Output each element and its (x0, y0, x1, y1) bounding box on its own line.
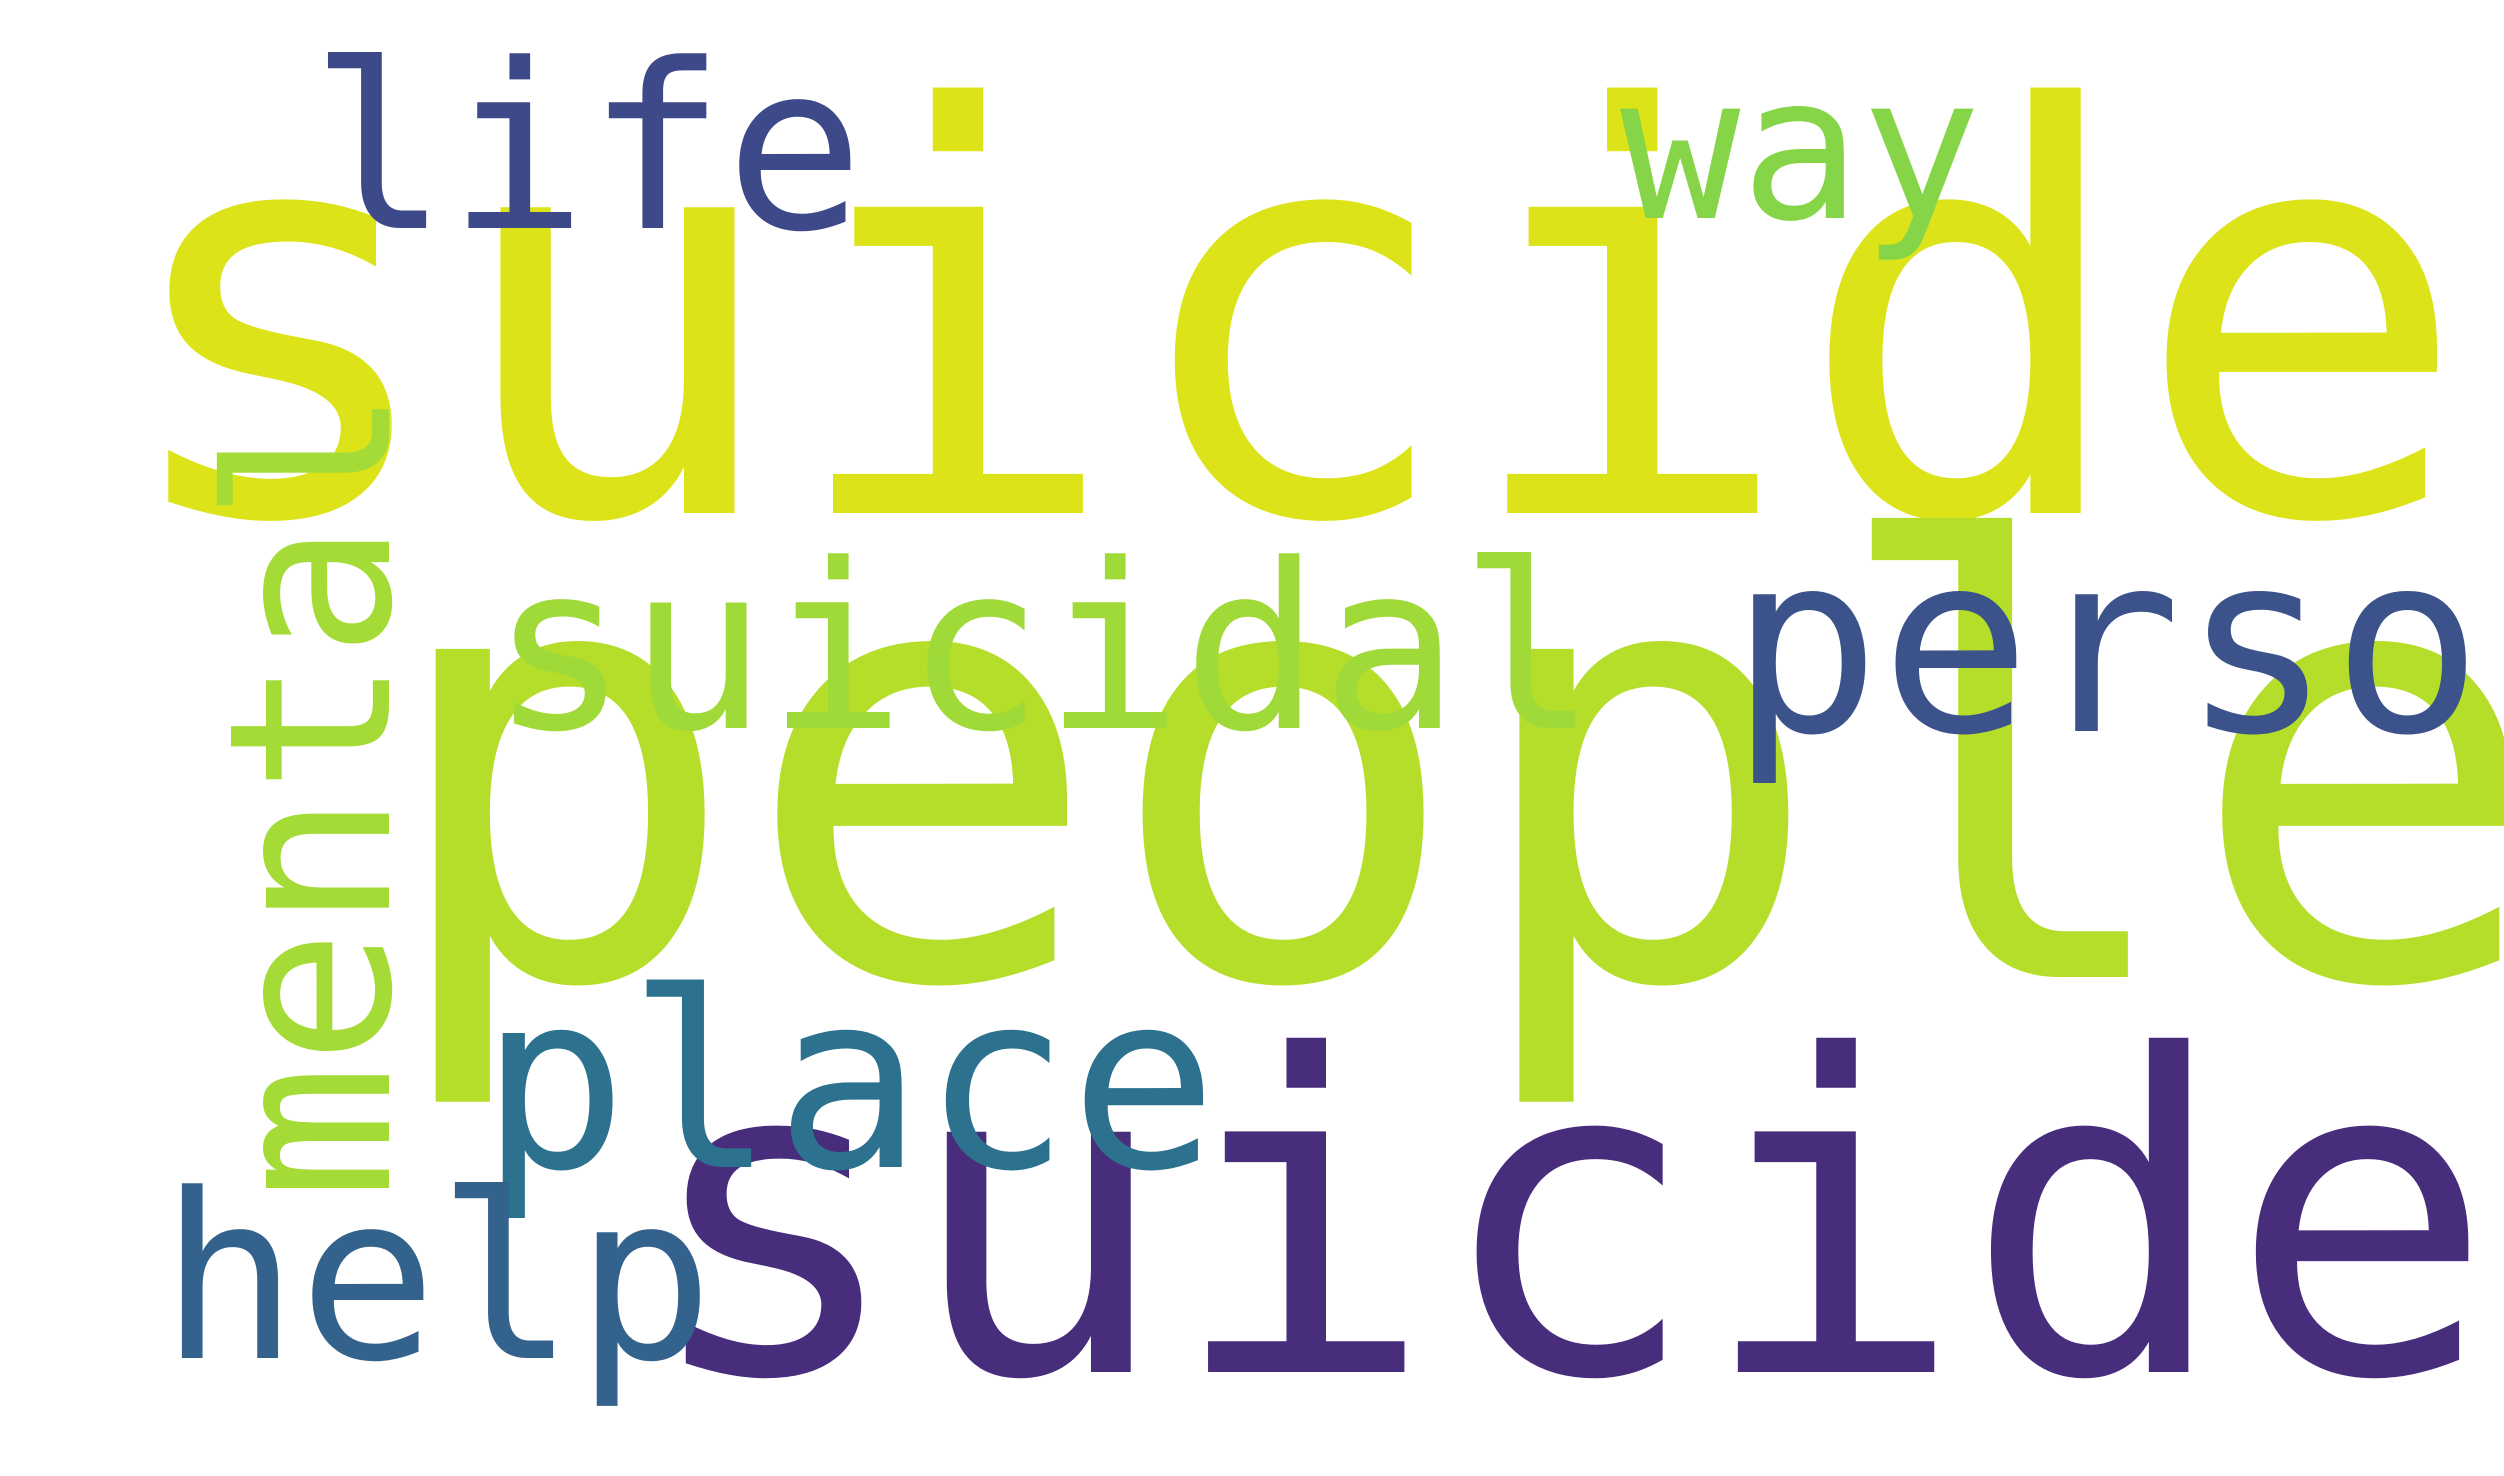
word-person: person (1730, 499, 2504, 790)
word-suicide: suicide (110, 0, 2471, 646)
word-way: way (1620, 33, 1982, 266)
word-life: life (310, 16, 864, 283)
word-people: people (380, 420, 2504, 1119)
word-mental: mental (181, 387, 443, 1200)
word-help: help (160, 1146, 714, 1413)
word-place: place (480, 940, 1218, 1225)
word-suicidal: suicidal (490, 516, 1598, 783)
